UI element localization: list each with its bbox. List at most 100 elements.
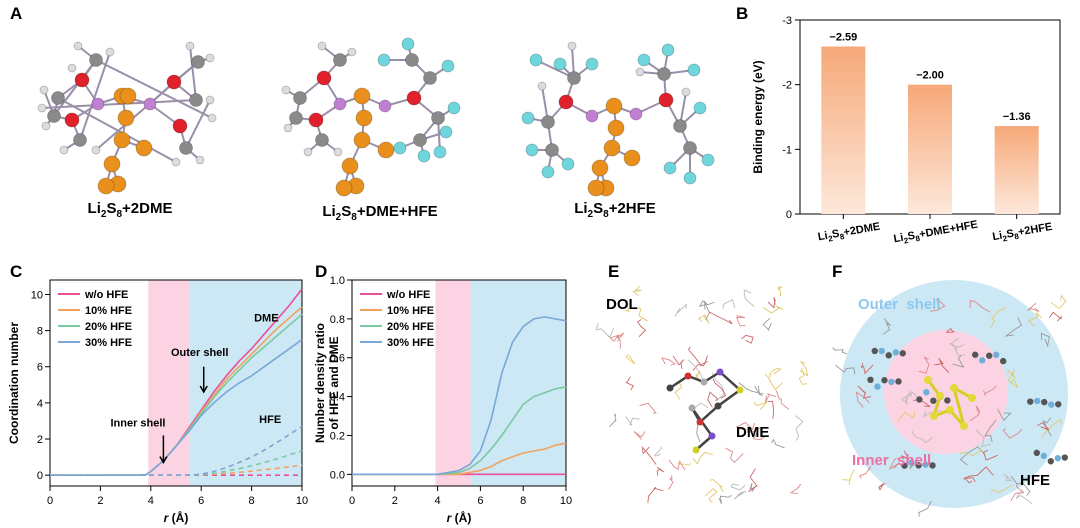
atom-h bbox=[635, 67, 645, 77]
atom-c bbox=[179, 141, 193, 155]
hfe-atom bbox=[878, 347, 885, 355]
x-tick-label: Li2S8+2HFE bbox=[992, 221, 1054, 245]
solvent-molecule bbox=[904, 390, 920, 402]
solvent-molecule bbox=[855, 391, 870, 408]
atom-h bbox=[185, 41, 195, 51]
solvent-molecule bbox=[743, 289, 755, 307]
atom-li bbox=[585, 109, 599, 123]
cluster-atom bbox=[688, 404, 696, 412]
panel-letter-d: D bbox=[315, 262, 328, 281]
x-tick-label: 0 bbox=[349, 495, 355, 507]
y-tick-label: 0.8 bbox=[330, 314, 345, 326]
atom-h bbox=[333, 147, 343, 157]
bar-data-label: −2.00 bbox=[916, 70, 944, 82]
solvent-molecule bbox=[747, 426, 767, 433]
outer-shell-annotation: Outer shell bbox=[171, 347, 228, 359]
sulfur-atom bbox=[960, 422, 968, 430]
solvent-molecule bbox=[1028, 312, 1043, 327]
plot-frame bbox=[351, 279, 567, 487]
solvent-molecule bbox=[688, 346, 708, 366]
y-tick-label: 1.0 bbox=[330, 275, 345, 287]
sulfur-atom bbox=[924, 376, 932, 384]
hfe-atom bbox=[1048, 401, 1055, 408]
y-tick-label: -1 bbox=[782, 144, 792, 156]
atom-li bbox=[629, 107, 643, 121]
solvent-molecule bbox=[696, 422, 703, 443]
solvent-molecule bbox=[900, 450, 910, 460]
solvent-molecule bbox=[918, 356, 930, 374]
atom-f bbox=[377, 53, 391, 67]
hfe-label: HFE bbox=[1020, 472, 1050, 489]
atom-f bbox=[561, 157, 575, 171]
solvent-molecule bbox=[668, 459, 686, 471]
panel-letter-a: A bbox=[10, 4, 23, 23]
solvent-molecule bbox=[712, 378, 727, 399]
solvent-molecule bbox=[610, 332, 625, 342]
plot-frame bbox=[49, 279, 303, 487]
solvent-molecule bbox=[741, 334, 754, 344]
solvent-molecule bbox=[918, 500, 932, 517]
solvent-molecule bbox=[632, 285, 642, 296]
solvent-molecule bbox=[1002, 428, 1023, 439]
hfe-atom bbox=[888, 378, 895, 386]
bond bbox=[41, 99, 197, 109]
atom-s bbox=[117, 109, 135, 127]
solvent-molecule bbox=[595, 322, 615, 339]
atom-s bbox=[341, 157, 359, 175]
solvent-molecule bbox=[857, 385, 872, 399]
solvent-molecule bbox=[984, 419, 997, 443]
bond bbox=[57, 97, 177, 163]
solvent-molecule bbox=[753, 400, 768, 411]
solvent-molecule bbox=[692, 451, 713, 465]
hfe-annotation: HFE bbox=[259, 414, 281, 426]
solvent-molecule bbox=[672, 355, 685, 369]
y-axis-label: Number density ratioof HFE and DME bbox=[313, 323, 341, 443]
x-tick-label: 0 bbox=[47, 495, 53, 507]
outer-shell-arrow-head bbox=[199, 385, 208, 394]
dme-annotation: DME bbox=[254, 313, 278, 325]
bond bbox=[185, 99, 211, 149]
atom-c bbox=[315, 133, 329, 147]
atom-c bbox=[47, 109, 61, 123]
hfe-atom bbox=[908, 459, 915, 466]
y-axis-label: Binding energy (eV) bbox=[751, 60, 765, 173]
y-tick-label: 8 bbox=[37, 326, 43, 338]
solvent-molecule bbox=[963, 477, 976, 484]
solvent-molecule bbox=[705, 488, 718, 504]
solvent-molecule bbox=[860, 363, 874, 375]
solvent-molecule bbox=[878, 483, 886, 491]
panel-letter-b: B bbox=[736, 4, 749, 23]
legend-label: 20% HFE bbox=[85, 321, 132, 333]
binding-energy-chart: 0 -1 -2 -3 −2.59 Li2S8+2DME −2.00 Li2S8+DME+HFE… bbox=[751, 15, 1061, 246]
solvent-molecule bbox=[949, 342, 965, 357]
atom-o bbox=[558, 94, 574, 110]
molecule-label-3: Li2S8+2HFE bbox=[574, 200, 656, 220]
atom-f bbox=[441, 59, 455, 73]
dol-label: DOL bbox=[606, 296, 638, 313]
hfe-atom bbox=[1061, 454, 1069, 461]
solvent-molecule bbox=[930, 297, 946, 312]
cluster-atom bbox=[700, 378, 708, 386]
bar-data-label: −1.36 bbox=[1003, 111, 1031, 123]
solvent-molecule bbox=[608, 413, 617, 428]
atom-li bbox=[91, 97, 105, 111]
x-tick-label: 4 bbox=[148, 495, 154, 507]
atom-c bbox=[413, 133, 427, 147]
atom-h bbox=[59, 145, 69, 155]
atom-h bbox=[37, 103, 47, 113]
solvent-molecule bbox=[674, 303, 687, 317]
solvent-molecule bbox=[1048, 311, 1062, 322]
solvent-molecule bbox=[841, 469, 855, 485]
solvent-molecule bbox=[983, 449, 998, 461]
atom-o bbox=[658, 92, 674, 108]
atom-f bbox=[683, 171, 697, 185]
molecule-structures bbox=[37, 37, 715, 197]
solvent-molecule bbox=[762, 317, 772, 331]
solvent-molecule bbox=[625, 353, 636, 365]
hfe-atom bbox=[944, 397, 951, 404]
solvent-molecule bbox=[945, 327, 955, 333]
solvent-molecule bbox=[990, 484, 1013, 493]
x-tick-label: 2 bbox=[97, 495, 103, 507]
cluster-atom bbox=[696, 418, 704, 426]
y-tick-label: 0.4 bbox=[330, 392, 345, 404]
